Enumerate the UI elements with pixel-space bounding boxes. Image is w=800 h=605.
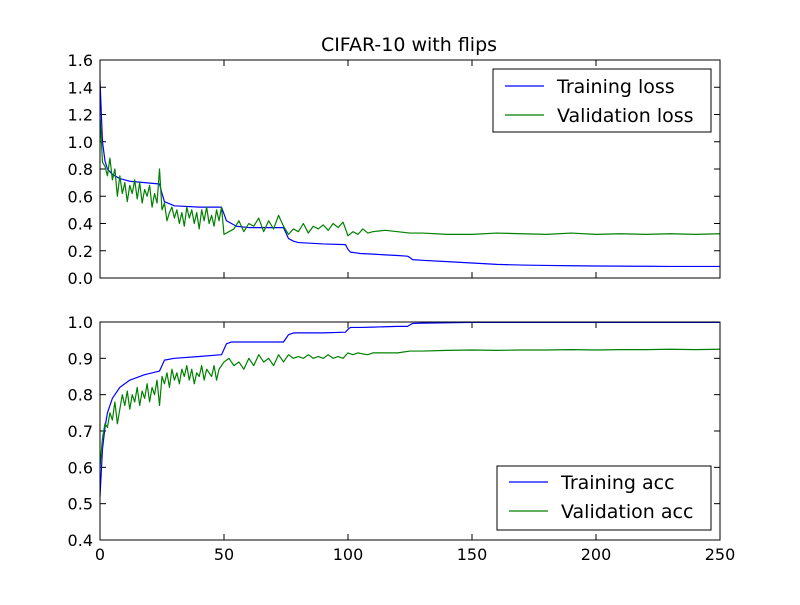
accuracy-panel: 0.4 0.5 0.6 0.7 0.8 0.9 1.0 0 50 100 150 200 250 Tra… bbox=[68, 313, 736, 564]
accuracy-xtick-label: 200 bbox=[581, 545, 612, 564]
series-line-validation-loss bbox=[99, 114, 721, 237]
legend-label-training-acc: Training acc bbox=[560, 472, 675, 494]
series-line-validation-acc bbox=[99, 348, 721, 468]
accuracy-ytick-label: 0.9 bbox=[68, 349, 93, 368]
loss-ytick-label: 0.8 bbox=[68, 160, 93, 179]
loss-ticks: 0.0 0.2 0.4 0.6 0.8 1.0 1.2 1.4 1.6 bbox=[68, 51, 721, 288]
accuracy-ytick-label: 1.0 bbox=[68, 313, 93, 332]
loss-ytick-label: 0.6 bbox=[68, 187, 93, 206]
accuracy-legend-box bbox=[496, 465, 712, 531]
accuracy-xtick-label: 100 bbox=[333, 545, 364, 564]
accuracy-xtick-label: 50 bbox=[214, 545, 234, 564]
loss-panel: CIFAR-10 with flips 0.0 0.2 0.4 0.6 0.8 1.0 1.… bbox=[68, 34, 721, 288]
legend-label-training-loss: Training loss bbox=[556, 76, 675, 98]
loss-ytick-label: 1.0 bbox=[68, 133, 93, 152]
accuracy-ytick-label: 0.8 bbox=[68, 386, 93, 405]
accuracy-ytick-label: 0.7 bbox=[68, 422, 93, 441]
chart-title: CIFAR-10 with flips bbox=[321, 34, 497, 56]
legend-label-validation-acc: Validation acc bbox=[561, 501, 693, 523]
loss-legend-box bbox=[492, 68, 712, 133]
accuracy-xtick-label: 0 bbox=[95, 545, 105, 564]
loss-ytick-label: 1.4 bbox=[68, 78, 93, 97]
loss-axes-frame bbox=[99, 59, 721, 279]
accuracy-ytick-label: 0.6 bbox=[68, 458, 93, 477]
loss-ytick-label: 0.4 bbox=[68, 215, 93, 234]
loss-ytick-label: 0.0 bbox=[68, 269, 93, 288]
loss-ytick-label: 1.6 bbox=[68, 51, 93, 70]
accuracy-ytick-label: 0.4 bbox=[68, 531, 93, 550]
accuracy-xtick-label: 150 bbox=[457, 545, 488, 564]
accuracy-legend: Training acc Validation acc bbox=[496, 465, 712, 531]
accuracy-xtick-label: 250 bbox=[705, 545, 736, 564]
legend-label-validation-loss: Validation loss bbox=[557, 105, 694, 127]
loss-ytick-label: 1.2 bbox=[68, 106, 93, 125]
accuracy-ticks: 0.4 0.5 0.6 0.7 0.8 0.9 1.0 0 50 100 150 200 250 bbox=[68, 313, 736, 564]
loss-ytick-label: 0.2 bbox=[68, 242, 93, 261]
loss-legend: Training loss Validation loss bbox=[492, 68, 712, 133]
loss-series bbox=[99, 80, 721, 268]
accuracy-axes-frame bbox=[99, 321, 721, 541]
accuracy-ytick-label: 0.5 bbox=[68, 495, 93, 514]
